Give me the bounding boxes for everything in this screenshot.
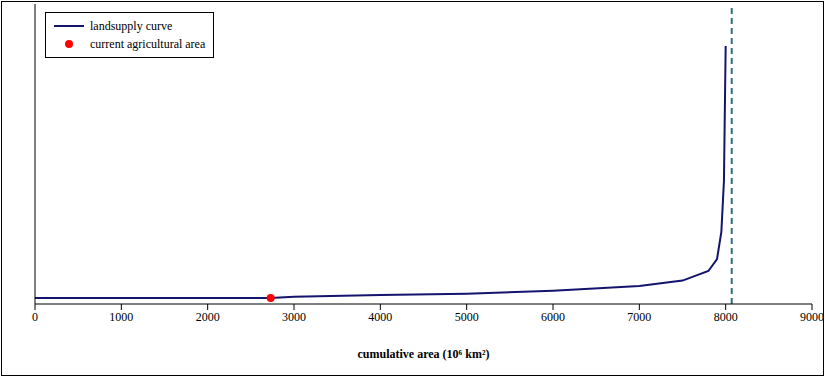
html-text:current agricultural area: current agricultural area [90, 36, 206, 51]
html-text:landsupply curve: landsupply curve [90, 18, 173, 33]
svg-text:5000: 5000 [455, 310, 479, 324]
svg-text:0: 0 [32, 310, 38, 324]
svg-text:4000: 4000 [368, 310, 392, 324]
svg-text:7000: 7000 [627, 310, 651, 324]
svg-text:8000: 8000 [714, 310, 738, 324]
svg-text:9000: 9000 [800, 310, 824, 324]
svg-text:2000: 2000 [196, 310, 220, 324]
svg-text:cumulative area (10⁶ km²): cumulative area (10⁶ km²) [358, 347, 490, 361]
svg-text:3000: 3000 [282, 310, 306, 324]
svg-text:1000: 1000 [109, 310, 133, 324]
svg-text:6000: 6000 [541, 310, 565, 324]
